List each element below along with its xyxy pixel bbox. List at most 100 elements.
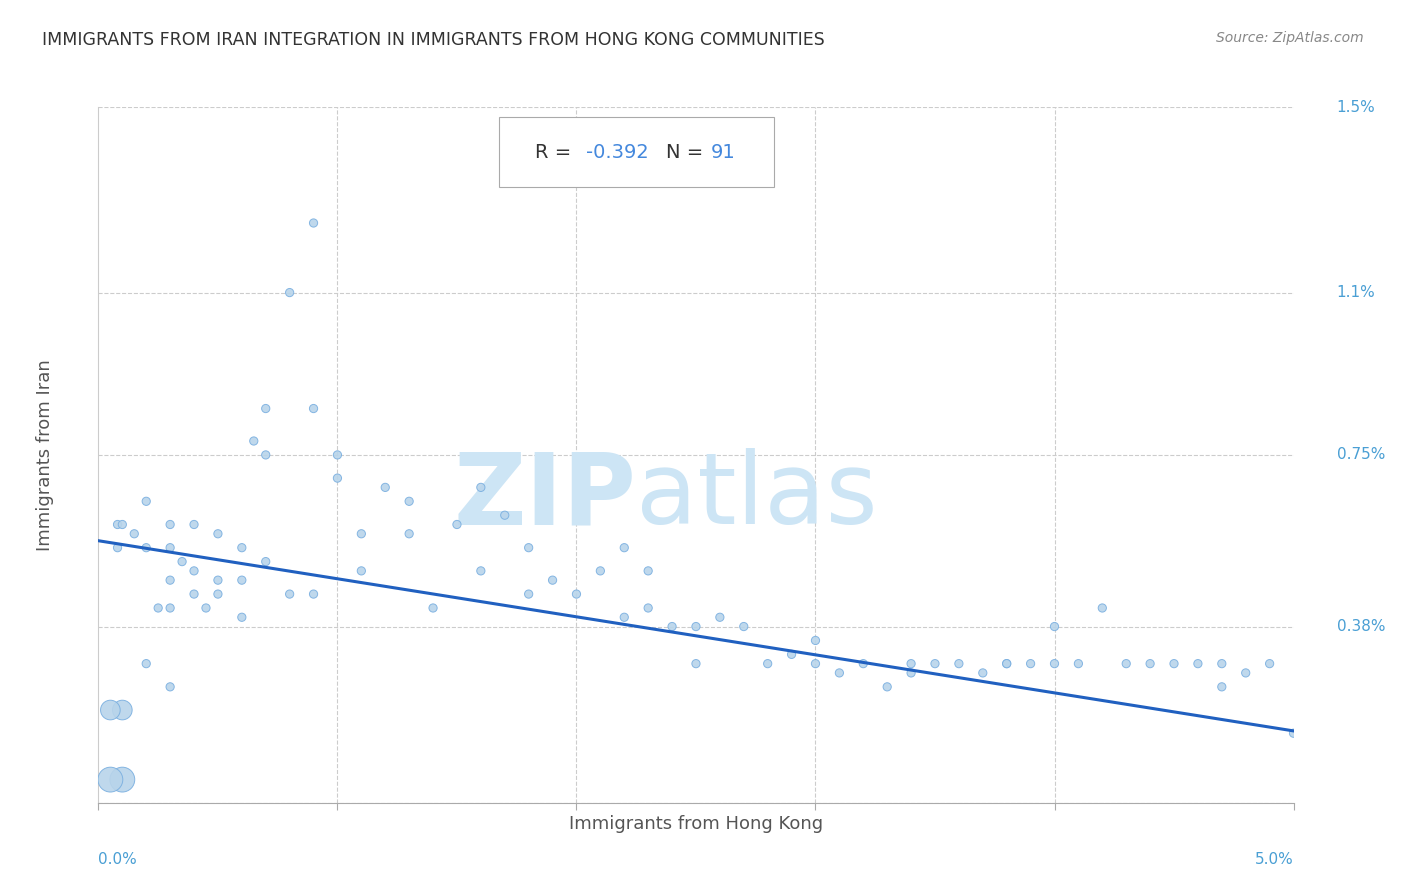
Point — [254, 555, 277, 569]
Point — [183, 587, 205, 601]
Point — [685, 619, 707, 633]
Text: atlas: atlas — [636, 448, 877, 545]
Text: R =: R = — [534, 143, 576, 161]
Point — [302, 401, 325, 416]
Point — [98, 703, 122, 717]
Point — [111, 703, 134, 717]
Point — [733, 619, 755, 633]
Point — [804, 633, 827, 648]
Text: 5.0%: 5.0% — [1254, 852, 1294, 866]
Point — [254, 401, 277, 416]
Point — [111, 772, 134, 787]
Point — [1211, 657, 1233, 671]
Point — [207, 587, 229, 601]
Point — [517, 587, 540, 601]
Point — [194, 601, 218, 615]
Point — [326, 448, 349, 462]
Point — [900, 657, 922, 671]
Point — [135, 657, 157, 671]
Point — [326, 471, 349, 485]
Point — [637, 564, 659, 578]
Point — [135, 541, 157, 555]
Point — [804, 657, 827, 671]
Point — [924, 657, 946, 671]
Point — [900, 665, 922, 680]
Point — [278, 587, 301, 601]
Point — [243, 434, 266, 448]
Point — [98, 772, 122, 787]
Point — [350, 526, 373, 541]
Point — [302, 587, 325, 601]
Point — [517, 541, 540, 555]
Point — [995, 657, 1018, 671]
Point — [148, 601, 170, 615]
Point — [1043, 619, 1066, 633]
Point — [302, 216, 325, 230]
Point — [172, 555, 194, 569]
Point — [1282, 726, 1305, 740]
Point — [398, 526, 420, 541]
Point — [613, 610, 636, 624]
Text: Immigrants from Hong Kong: Immigrants from Hong Kong — [569, 815, 823, 833]
Point — [852, 657, 875, 671]
Point — [398, 494, 420, 508]
Text: 0.38%: 0.38% — [1337, 619, 1385, 634]
Point — [207, 526, 229, 541]
Point — [159, 573, 181, 587]
Text: IMMIGRANTS FROM IRAN INTEGRATION IN IMMIGRANTS FROM HONG KONG COMMUNITIES: IMMIGRANTS FROM IRAN INTEGRATION IN IMMI… — [42, 31, 825, 49]
Point — [995, 657, 1018, 671]
Point — [446, 517, 468, 532]
Text: 91: 91 — [710, 143, 735, 161]
Point — [637, 601, 659, 615]
Text: 0.75%: 0.75% — [1337, 448, 1385, 462]
Point — [159, 517, 181, 532]
Point — [876, 680, 898, 694]
Point — [183, 564, 205, 578]
Point — [494, 508, 516, 523]
Point — [589, 564, 612, 578]
Point — [107, 517, 129, 532]
Point — [278, 285, 301, 300]
Text: N =: N = — [666, 143, 710, 161]
Point — [254, 448, 277, 462]
Point — [159, 601, 181, 615]
Point — [374, 480, 396, 494]
Point — [1043, 657, 1066, 671]
Point — [828, 665, 851, 680]
Text: -0.392: -0.392 — [586, 143, 648, 161]
Point — [1187, 657, 1209, 671]
Text: 1.5%: 1.5% — [1337, 100, 1375, 114]
Point — [1211, 680, 1233, 694]
Point — [470, 480, 492, 494]
Point — [613, 541, 636, 555]
Point — [107, 541, 129, 555]
Text: 1.1%: 1.1% — [1337, 285, 1375, 300]
Point — [661, 619, 683, 633]
Point — [422, 601, 444, 615]
Point — [1139, 657, 1161, 671]
Point — [1115, 657, 1137, 671]
Text: Source: ZipAtlas.com: Source: ZipAtlas.com — [1216, 31, 1364, 45]
Text: ZIP: ZIP — [453, 448, 636, 545]
Point — [111, 517, 134, 532]
Point — [207, 573, 229, 587]
Point — [124, 526, 146, 541]
Point — [709, 610, 731, 624]
Point — [685, 657, 707, 671]
Point — [948, 657, 970, 671]
Point — [350, 564, 373, 578]
Point — [159, 680, 181, 694]
Text: Immigrants from Iran: Immigrants from Iran — [35, 359, 53, 550]
Point — [1258, 657, 1281, 671]
Point — [565, 587, 588, 601]
Point — [756, 657, 779, 671]
Point — [135, 494, 157, 508]
Text: 0.0%: 0.0% — [98, 852, 138, 866]
Point — [231, 573, 253, 587]
Point — [780, 648, 803, 662]
Point — [1091, 601, 1114, 615]
Point — [159, 541, 181, 555]
Point — [541, 573, 564, 587]
Point — [1019, 657, 1042, 671]
Point — [1163, 657, 1185, 671]
